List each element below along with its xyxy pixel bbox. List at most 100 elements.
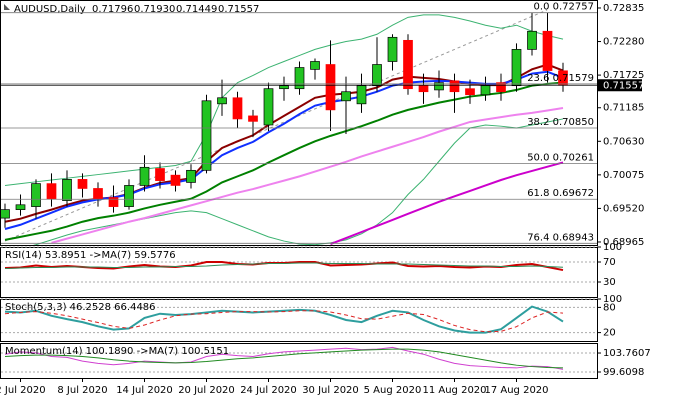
- candle-body: [201, 100, 212, 171]
- candle-body: [170, 174, 181, 186]
- y-tick-label: 100: [603, 242, 622, 253]
- y-tick-label: 0.71185: [603, 103, 644, 114]
- x-tick-label: 20 Jul 2020: [178, 385, 235, 396]
- symbol: AUDUSD,Daily: [14, 4, 86, 15]
- series-line: [4, 348, 564, 369]
- candle-body: [341, 91, 351, 102]
- icon: [4, 4, 10, 10]
- fib-label: 23.6 0.71579: [527, 73, 594, 84]
- fib-price: 0.72757: [553, 2, 594, 13]
- panel-frame: [0, 343, 598, 379]
- low-value: 0.71449: [176, 4, 217, 15]
- fib-price: 0.69672: [553, 188, 594, 199]
- x-tick-label: 30 Jul 2020: [302, 385, 359, 396]
- candle-body: [155, 168, 165, 181]
- candle-body: [372, 64, 382, 87]
- candle-body: [232, 97, 243, 120]
- candle-body: [310, 61, 320, 70]
- candle-body: [139, 166, 150, 186]
- candle-body: [418, 85, 429, 93]
- fib-price: 0.71579: [553, 73, 594, 84]
- candle-body: [263, 88, 274, 126]
- candle-body: [356, 85, 367, 105]
- y-tick-label: 0.72280: [603, 37, 644, 48]
- candle-body: [15, 204, 26, 210]
- current-price-label: 0.71557: [603, 80, 644, 91]
- y-tick-label: 0.71725: [603, 70, 644, 81]
- indicator-title: RSI(14) 53.8951 ->MA(7) 59.5776: [5, 250, 176, 261]
- candle-body: [294, 67, 305, 90]
- fib-ratio: 76.4: [527, 232, 549, 243]
- candle-body: [77, 179, 88, 189]
- fib-ratio: 23.6: [527, 73, 549, 84]
- fib-label: 61.8 0.69672: [527, 188, 594, 199]
- y-tick-label: 0.68965: [603, 237, 644, 248]
- header: AUDUSD,Daily 0.71796 0.71930 0.71449 0.7…: [4, 4, 259, 15]
- y-tick-label: 0.70075: [603, 170, 644, 181]
- close-value: 0.71557: [218, 4, 259, 15]
- candle-body: [403, 39, 413, 90]
- x-tick-label: 14 Jul 2020: [116, 385, 173, 396]
- candle-body: [480, 85, 491, 96]
- open-value: 0.71796: [92, 4, 133, 15]
- fib-trend-line: [4, 9, 548, 242]
- current-price-box: [598, 79, 642, 92]
- candle-body: [511, 49, 522, 87]
- y-tick-label: 103.7607: [603, 348, 651, 359]
- plot: [1, 298, 597, 334]
- candle-body: [465, 88, 475, 96]
- x-tick-label: 24 Jul 2020: [240, 385, 297, 396]
- plot: [1, 246, 597, 283]
- candle-body: [93, 188, 103, 200]
- candle-body: [1, 209, 10, 219]
- candle-body: [542, 30, 553, 71]
- y-tick-label: 0.72835: [603, 3, 644, 14]
- fib-ratio: 0.0: [534, 2, 550, 13]
- candle-body: [248, 115, 258, 122]
- fib-price: 0.70850: [553, 117, 594, 128]
- y-tick-label: 0.70630: [603, 136, 644, 147]
- fib-label: 50.0 0.70261: [527, 153, 594, 164]
- x-tick-label: 2 Jul 2020: [0, 385, 46, 396]
- fib-price: 0.68943: [553, 232, 594, 243]
- y-tick-label: 99.6098: [603, 367, 644, 378]
- candle-body: [434, 82, 444, 91]
- candle-body: [279, 85, 289, 90]
- fib-ratio: 38.2: [527, 117, 549, 128]
- y-tick-label: 70: [603, 257, 616, 268]
- x-tick-label: 17 Aug 2020: [484, 385, 548, 396]
- candle-body: [186, 169, 196, 183]
- candle-body: [325, 64, 336, 111]
- candle-body: [46, 183, 57, 200]
- panel-frame: [0, 0, 598, 246]
- fib-ratio: 61.8: [527, 188, 549, 199]
- x-tick-label: 11 Aug 2020: [422, 385, 486, 396]
- series-line: [51, 107, 564, 244]
- fib-label: 0.0 0.72757: [534, 2, 594, 13]
- high-value: 0.71930: [134, 4, 175, 15]
- fib-label: 76.4 0.68943: [527, 232, 594, 243]
- fib-price: 0.70261: [553, 153, 594, 164]
- series-line: [4, 305, 564, 334]
- candle-body: [387, 36, 398, 62]
- indicator-title: Stoch(5,3,3) 46.2528 66.4486: [5, 302, 156, 313]
- candle-body: [31, 183, 41, 207]
- x-tick-label: 5 Aug 2020: [364, 385, 422, 396]
- candle-body: [62, 179, 72, 201]
- x-tick-label: 8 Jul 2020: [57, 385, 107, 396]
- candle-body: [217, 97, 227, 105]
- series-line: [4, 346, 564, 370]
- candle-body: [124, 185, 134, 207]
- y-tick-label: 30: [603, 277, 616, 288]
- fib-ratio: 50.0: [527, 153, 549, 164]
- series-line: [4, 310, 564, 333]
- y-tick-label: 20: [603, 328, 616, 339]
- y-tick-label: 0.69520: [603, 203, 644, 214]
- candle-body: [527, 30, 537, 50]
- candle-body: [496, 82, 506, 93]
- series-line: [4, 262, 564, 269]
- candle-body: [449, 80, 460, 93]
- plot: [1, 346, 597, 373]
